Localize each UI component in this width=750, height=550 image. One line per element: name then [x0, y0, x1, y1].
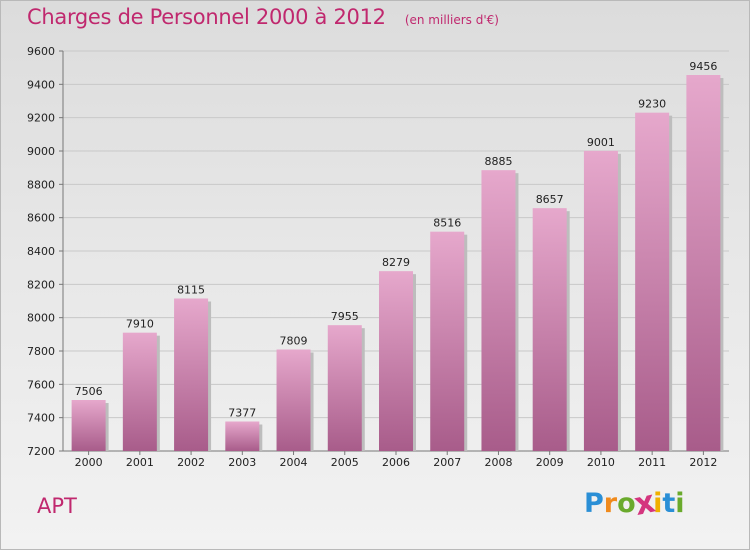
bar-value-label: 9001	[587, 136, 615, 149]
x-tick-label: 2001	[126, 456, 154, 469]
x-tick-label: 2007	[433, 456, 461, 469]
bar-2000	[71, 400, 106, 451]
x-tick-label: 2005	[331, 456, 359, 469]
bar-2008	[481, 170, 516, 451]
bar-value-label: 7377	[228, 407, 256, 420]
y-tick-label: 8200	[27, 278, 55, 291]
bar-value-label: 7506	[75, 385, 103, 398]
bars	[71, 75, 724, 452]
brand-letter: i	[675, 488, 685, 519]
x-tick-label: 2011	[638, 456, 666, 469]
x-tick-label: 2009	[536, 456, 564, 469]
bar-value-label: 7910	[126, 318, 154, 331]
bar-2009	[532, 208, 567, 451]
bar-value-label: 7809	[280, 335, 308, 348]
bar-2005	[327, 325, 362, 451]
x-tick-label: 2010	[587, 456, 615, 469]
brand-letter: i	[653, 488, 663, 519]
bar-value-label: 9456	[689, 60, 717, 73]
x-tick-label: 2006	[382, 456, 410, 469]
bar-value-label: 7955	[331, 310, 359, 323]
y-tick-label: 8800	[27, 178, 55, 191]
y-tick-label: 8000	[27, 312, 55, 325]
x-tick-label: 2002	[177, 456, 205, 469]
brand-letter: t	[662, 488, 676, 519]
bar-2001	[122, 332, 157, 451]
y-tick-label: 7800	[27, 345, 55, 358]
labels: 7506 7910 8115 7377 7809 7955 8279 8516 8885 8657…	[75, 60, 718, 420]
brand-letter: o	[617, 488, 636, 519]
title-row: Charges de Personnel 2000 à 2012 (en mil…	[27, 5, 499, 29]
bar-2003	[225, 421, 260, 451]
bar-value-label: 8657	[536, 193, 564, 206]
bar-value-label: 9230	[638, 98, 666, 111]
bar-2006	[379, 271, 413, 451]
location-label: APT	[37, 494, 77, 518]
bar-2002	[174, 298, 209, 451]
y-tick-label: 7600	[27, 378, 55, 391]
y-tick-label: 9000	[27, 145, 55, 158]
bar-2010	[583, 150, 618, 452]
brand-letter: P	[584, 488, 604, 519]
bar-2012	[686, 75, 721, 451]
y-tick-label: 9600	[27, 45, 55, 58]
chart-title: Charges de Personnel 2000 à 2012	[27, 5, 386, 29]
x-tick-label: 2000	[75, 456, 103, 469]
brand-logo: Proxiti	[584, 484, 685, 523]
y-tick-label: 9200	[27, 112, 55, 125]
x-tick-label: 2004	[280, 456, 308, 469]
bar-value-label: 8885	[484, 155, 512, 168]
y-tick-label: 9400	[27, 78, 55, 91]
bar-2004	[276, 349, 311, 451]
y-tick-label: 8600	[27, 212, 55, 225]
brand-letter: r	[603, 488, 618, 519]
bar-value-label: 8115	[177, 284, 205, 297]
axes: 7200 7400 7600 7800 8000 8200 8400 8600 8800 9000…	[27, 45, 729, 469]
bar-value-label: 8279	[382, 256, 410, 269]
bar-value-label: 8516	[433, 217, 461, 230]
y-tick-label: 7400	[27, 412, 55, 425]
y-tick-label: 7200	[27, 445, 55, 458]
bar-2011	[635, 112, 670, 452]
x-tick-label: 2012	[689, 456, 717, 469]
bar-2007	[430, 231, 465, 451]
x-tick-label: 2008	[484, 456, 512, 469]
chart-subtitle: (en milliers d'€)	[404, 13, 499, 27]
x-tick-label: 2003	[228, 456, 256, 469]
y-tick-label: 8400	[27, 245, 55, 258]
